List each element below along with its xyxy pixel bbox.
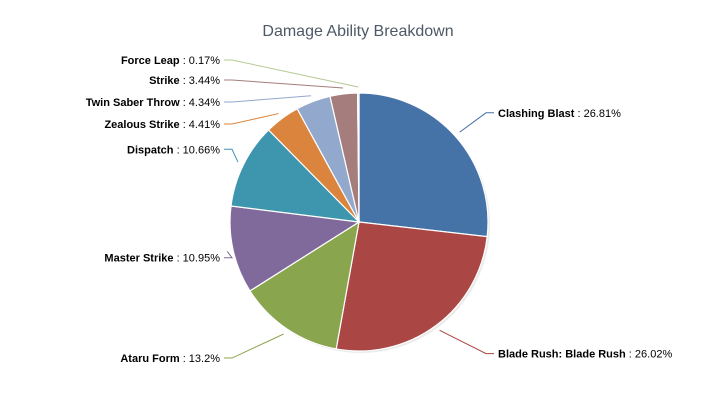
data-label-value: : 4.41% [180, 119, 221, 131]
data-label-value: : 26.02% [626, 349, 673, 361]
data-label-name: Zealous Strike [104, 119, 179, 131]
connector-master-strike [224, 251, 234, 259]
data-label-name: Twin Saber Throw [86, 97, 180, 109]
data-label-clashing-blast: Clashing Blast : 26.81% [498, 108, 621, 120]
data-label-name: Force Leap [121, 55, 180, 67]
data-label-name: Dispatch [127, 144, 174, 156]
connector-ataru-form [224, 333, 284, 359]
data-label-value: : 10.95% [174, 253, 221, 265]
slice-blade-rush-blade-rush[interactable] [335, 221, 488, 352]
connector-blade-rush-blade-rush [439, 329, 494, 355]
connector-clashing-blast [459, 112, 494, 133]
data-label-value: : 3.44% [180, 75, 221, 87]
slice-ataru-form[interactable] [249, 220, 360, 350]
pie-slices [229, 92, 489, 352]
connector-strike [224, 79, 344, 89]
data-label-force-leap: Force Leap : 0.17% [121, 55, 220, 67]
data-label-name: Clashing Blast [498, 108, 575, 120]
slice-master-strike[interactable] [229, 205, 361, 292]
data-label-twin-saber-throw: Twin Saber Throw : 4.34% [86, 97, 220, 109]
data-label-value: : 10.66% [174, 144, 221, 156]
data-label-strike: Strike : 3.44% [149, 75, 220, 87]
data-label-name: Blade Rush: Blade Rush [498, 349, 626, 361]
slice-force-leap[interactable] [357, 92, 360, 223]
connector-force-leap [224, 59, 359, 88]
data-label-value: : 26.81% [574, 108, 621, 120]
connector-twin-saber-throw [224, 95, 312, 103]
slice-dispatch[interactable] [230, 129, 361, 223]
data-label-ataru-form: Ataru Form : 13.2% [120, 353, 220, 365]
slice-clashing-blast[interactable] [358, 92, 489, 238]
data-label-master-strike: Master Strike : 10.95% [104, 253, 220, 265]
label-connectors [224, 59, 494, 359]
data-label-dispatch: Dispatch : 10.66% [127, 144, 220, 156]
data-label-name: Ataru Form [120, 353, 180, 365]
data-label-blade-rush-blade-rush: Blade Rush: Blade Rush : 26.02% [498, 349, 672, 361]
data-label-value: : 13.2% [180, 353, 221, 365]
data-label-name: Master Strike [104, 253, 173, 265]
data-label-value: : 4.34% [180, 97, 221, 109]
data-label-zealous-strike: Zealous Strike : 4.41% [104, 119, 220, 131]
data-labels: Clashing Blast : 26.81% Blade Rush: Blade… [86, 55, 673, 365]
connector-zealous-strike [224, 113, 279, 125]
connector-dispatch [224, 148, 239, 163]
chart-title: Damage Ability Breakdown [262, 23, 453, 40]
data-label-name: Strike [149, 75, 180, 87]
data-label-value: : 0.17% [180, 55, 221, 67]
